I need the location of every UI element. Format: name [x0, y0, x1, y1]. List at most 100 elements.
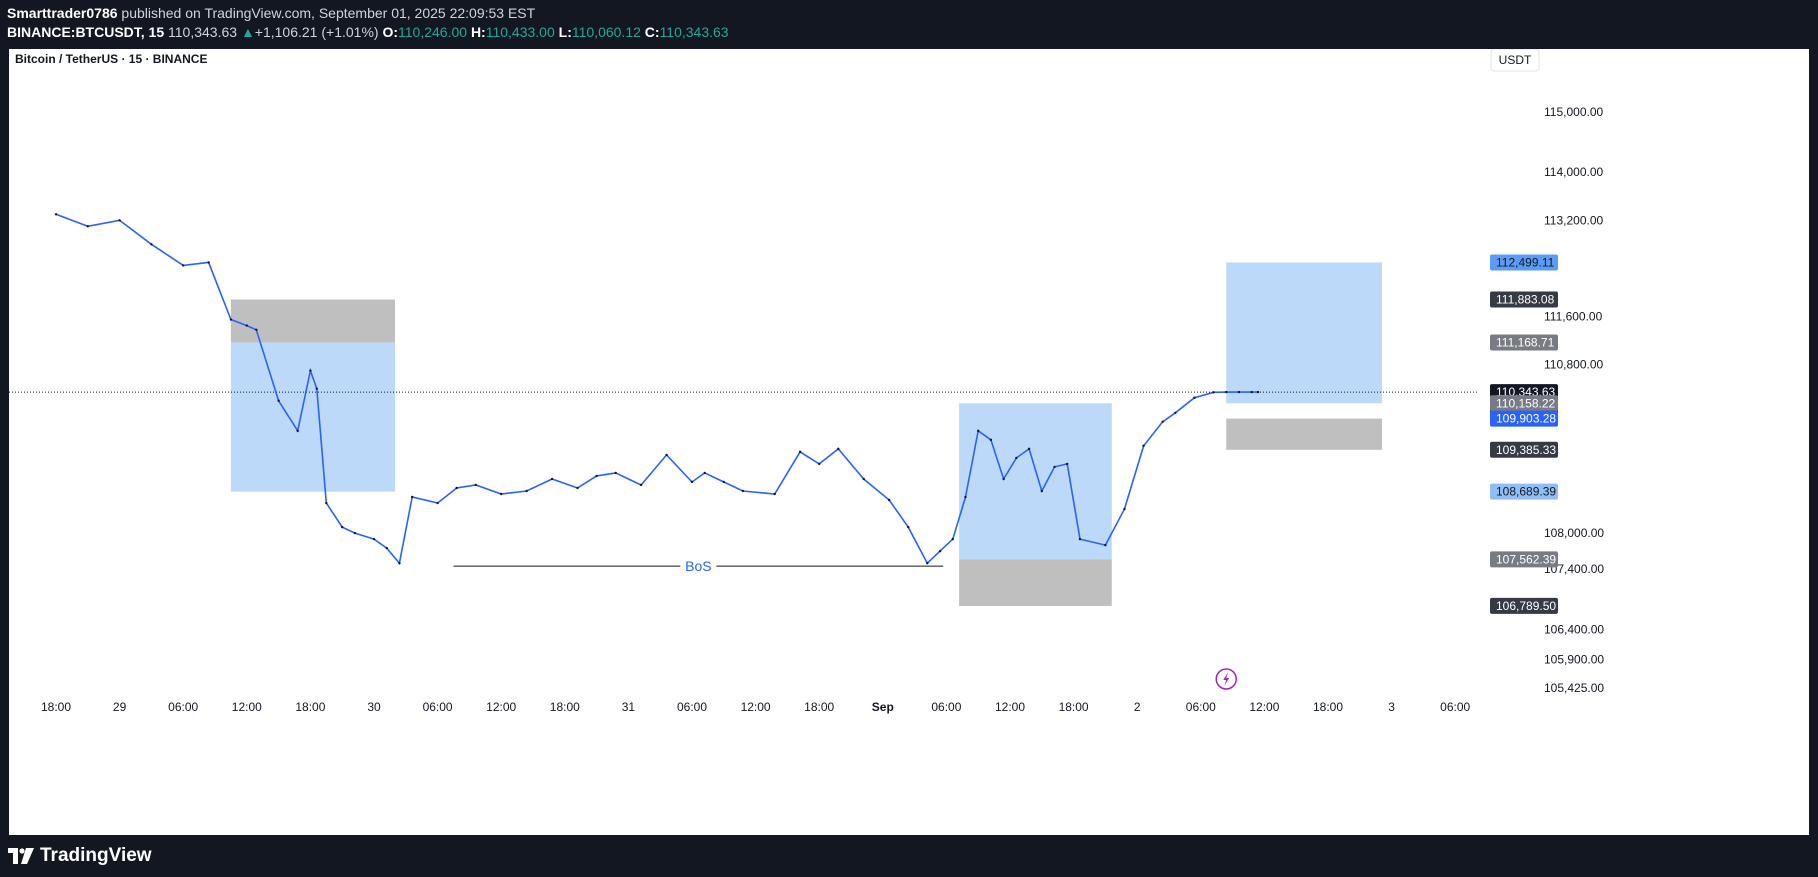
- price-tag-bg: [1490, 395, 1558, 412]
- x-tick-label: 12:00: [1249, 700, 1279, 714]
- price-point: [54, 213, 58, 216]
- tradingview-logo-icon: [8, 848, 34, 864]
- price-tag-label: 108,689.39: [1496, 485, 1556, 499]
- y-tick-label: 105,425.00: [1544, 681, 1604, 695]
- price-point: [309, 369, 312, 372]
- price-point: [1193, 396, 1196, 399]
- price-point: [1040, 489, 1044, 493]
- symbol-label: BINANCE:BTCUSDT, 15: [7, 24, 165, 40]
- x-tick-label: 18:00: [1313, 700, 1343, 714]
- logo-text: TradingView: [40, 845, 152, 866]
- price-point: [410, 495, 414, 499]
- close-label: C:: [644, 24, 660, 40]
- price-point: [1161, 420, 1164, 424]
- up-triangle-icon: ▲: [240, 24, 255, 40]
- x-tick-label: 12:00: [232, 700, 262, 714]
- publish-line: Smarttrader0786 published on TradingView…: [7, 5, 535, 21]
- price-chart[interactable]: Bitcoin / TetherUS · 15 · BINANCE USDT BoS…: [9, 48, 1809, 835]
- price-tag-bg: [1490, 551, 1558, 568]
- y-tick-label: 114,000.00: [1544, 165, 1603, 179]
- price-tag-bg: [1490, 441, 1558, 458]
- price-point: [296, 429, 299, 433]
- price-point: [773, 492, 776, 496]
- price-point: [1015, 456, 1018, 460]
- zone-blue-4: [1226, 262, 1383, 404]
- zone-blue-2: [959, 403, 1112, 560]
- footer: TradingView: [0, 835, 1818, 877]
- chart-area[interactable]: Bitcoin / TetherUS · 15 · BINANCE USDT BoS…: [9, 48, 1809, 835]
- price-point: [690, 480, 694, 484]
- x-tick-label: 12:00: [486, 700, 516, 714]
- price-point: [989, 438, 993, 442]
- x-tick-label: 18:00: [1059, 700, 1089, 714]
- x-tick-label: 29: [113, 700, 127, 714]
- price-point: [951, 537, 954, 541]
- zone-blue-1: [230, 342, 395, 492]
- price-point: [907, 525, 910, 529]
- price-tag-bg: [1490, 334, 1558, 351]
- price-point: [455, 486, 458, 490]
- price-point: [1027, 447, 1031, 451]
- y-tick-label: 115,000.00: [1544, 105, 1603, 119]
- price-point: [353, 531, 357, 535]
- bos-label: BoS: [685, 558, 711, 574]
- price-point: [1053, 465, 1056, 469]
- x-tick-label: 18:00: [41, 700, 71, 714]
- last-price: 110,343.63: [168, 24, 238, 40]
- y-tick-label: 107,400.00: [1544, 562, 1604, 576]
- price-point: [341, 525, 344, 529]
- y-tick-label: 110,800.00: [1544, 358, 1603, 372]
- header: Smarttrader0786 published on TradingView…: [0, 0, 1818, 49]
- price-point: [1002, 477, 1005, 481]
- x-tick-label: 2: [1134, 700, 1141, 714]
- high-value: 110,433.00: [485, 24, 555, 40]
- x-tick-label: 06:00: [1440, 700, 1470, 714]
- lightning-icon: [1215, 668, 1237, 690]
- x-tick-label: 3: [1388, 700, 1395, 714]
- close-value: 110,343.63: [659, 24, 729, 40]
- price-point: [500, 492, 503, 496]
- x-tick-label: 06:00: [423, 700, 453, 714]
- zone-gray-0: [230, 299, 395, 343]
- price-point: [938, 549, 942, 553]
- y-tick-label: 106,400.00: [1544, 622, 1604, 636]
- zone-gray-5: [1226, 418, 1383, 450]
- y-tick-label: 105,900.00: [1544, 652, 1604, 666]
- tradingview-logo[interactable]: TradingView: [8, 845, 152, 867]
- x-tick-label: 30: [367, 700, 381, 714]
- price-point: [1212, 391, 1215, 394]
- x-axis: 18:00 29 06:00 12:00 18:00 30 06:00 12:00 18:00 3…: [41, 700, 1471, 714]
- price-point: [639, 483, 643, 487]
- price-point: [964, 495, 967, 499]
- price-point: [398, 561, 401, 565]
- price-tag-label: 106,789.50: [1496, 599, 1556, 613]
- publish-info: published on TradingView.com, September …: [117, 5, 536, 21]
- x-tick-label: 06:00: [168, 700, 198, 714]
- price-point: [722, 480, 725, 484]
- author-name[interactable]: Smarttrader0786: [7, 5, 118, 21]
- lightning-bolt: [1223, 672, 1230, 686]
- price-point: [474, 483, 477, 487]
- price-point: [207, 261, 210, 264]
- low-label: L:: [558, 24, 572, 40]
- zones-group: [230, 262, 1383, 606]
- price-point: [86, 225, 90, 228]
- price-tag-bg: [1490, 291, 1558, 308]
- ohlc-line: BINANCE:BTCUSDT, 15 110,343.63 ▲+1,106.2…: [7, 24, 729, 40]
- price-point: [1256, 390, 1260, 394]
- price-point: [741, 489, 745, 493]
- open-value: 110,246.00: [398, 24, 468, 40]
- price-point: [837, 447, 840, 451]
- y-tick-label: 111,600.00: [1544, 310, 1603, 324]
- x-tick-label: 06:00: [1186, 700, 1216, 714]
- price-point: [1104, 543, 1107, 547]
- price-point: [315, 387, 318, 390]
- price-point: [245, 324, 248, 327]
- price-point: [1225, 390, 1228, 394]
- price-point: [703, 471, 706, 475]
- chart-title: Bitcoin / TetherUS · 15 · BINANCE: [15, 52, 207, 66]
- price-tag-bg: [1490, 483, 1558, 500]
- x-tick-label: 31: [622, 700, 636, 714]
- y-tick-label: 108,000.00: [1544, 526, 1604, 540]
- price-point: [385, 546, 388, 550]
